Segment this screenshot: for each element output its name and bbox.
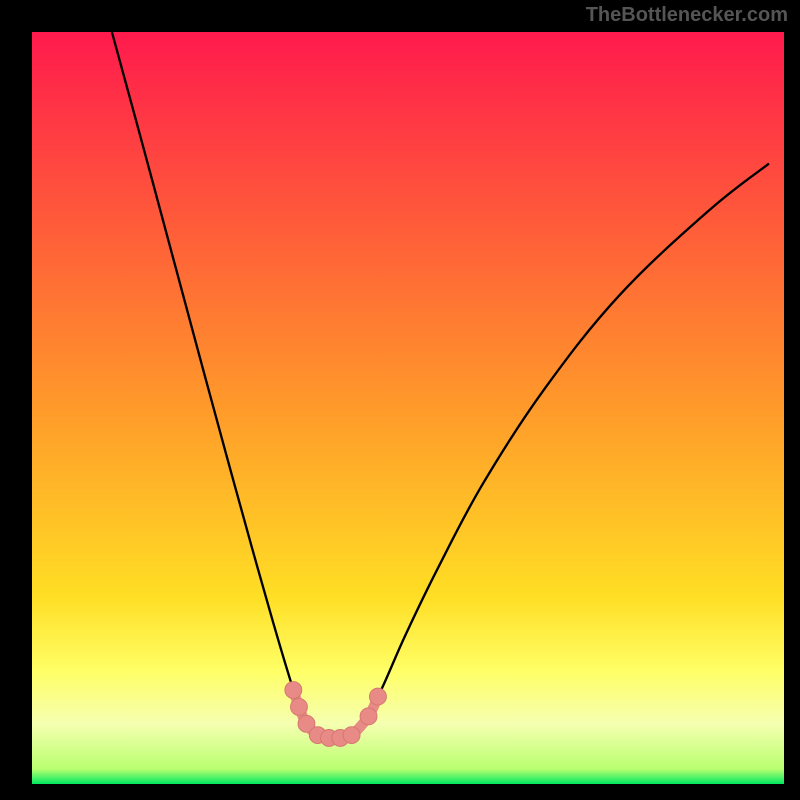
- marker-point: [369, 688, 386, 705]
- marker-point: [291, 698, 308, 715]
- curve-right: [352, 164, 769, 737]
- marker-point: [343, 727, 360, 744]
- marker-point: [285, 682, 302, 699]
- watermark-label: TheBottlenecker.com: [586, 4, 788, 27]
- marker-point: [360, 708, 377, 725]
- plot-area: [32, 32, 784, 784]
- chart-svg: [32, 32, 784, 784]
- curve-left: [112, 32, 319, 737]
